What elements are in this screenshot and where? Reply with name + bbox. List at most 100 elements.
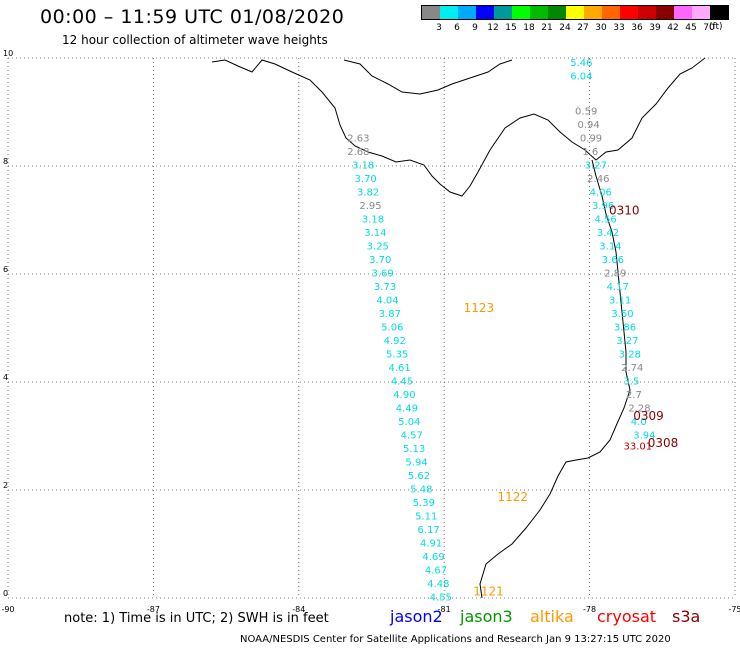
wave-height-value: 3.18 [362, 215, 384, 226]
color-swatch [458, 6, 476, 19]
lat-tick-label: 2 [3, 481, 8, 490]
wave-height-value: 5.06 [381, 323, 403, 334]
lon-tick-label: -87 [147, 605, 160, 614]
wave-height-value: 3.69 [372, 269, 394, 280]
color-swatch [692, 6, 710, 19]
wave-height-value: 2.63 [347, 134, 369, 145]
color-swatch [494, 6, 512, 19]
lon-tick-label: -75 [728, 605, 740, 614]
wave-height-value: 2.28 [628, 404, 650, 415]
wave-height-value: 3.66 [602, 255, 624, 266]
lon-tick-label: -90 [1, 605, 14, 614]
pass-label: 1122 [498, 490, 529, 504]
wave-height-value: 6.17 [418, 525, 440, 536]
color-scale-label: 15 [505, 23, 517, 33]
color-scale: 3 6 9 12 15 18 21 24 27 30 33 36 39 42 45 70 (ft) [421, 5, 729, 33]
wave-height-value: 4.92 [384, 336, 406, 347]
wave-height-value: 2.74 [621, 363, 643, 374]
lat-tick-label: 10 [3, 49, 13, 58]
wave-height-value: 4.45 [391, 377, 413, 388]
coastline [211, 57, 706, 599]
legend-jason3: jason3 [460, 607, 513, 626]
color-scale-label: 12 [487, 23, 499, 33]
wave-height-value: 4.0 [631, 417, 647, 428]
wave-height-value: 2.7 [626, 390, 642, 401]
color-swatch [512, 6, 530, 19]
wave-height-value: 3.86 [614, 323, 636, 334]
wave-height-value: 4.06 [590, 188, 612, 199]
pass-label: 0308 [648, 436, 679, 450]
wave-height-value: 0.99 [580, 134, 602, 145]
color-swatch [620, 6, 638, 19]
color-swatch [530, 6, 548, 19]
color-swatch [548, 6, 566, 19]
wave-height-value: 2.46 [587, 174, 609, 185]
wave-height-value: 3.28 [619, 350, 641, 361]
wave-height-value: 3.73 [374, 282, 396, 293]
wave-height-value: 2.95 [359, 201, 381, 212]
wave-height-tracks: 2.63 2.68 3.18 3.70 3.82 2.95 3.18 3.14 3.25 3.70… [347, 58, 655, 604]
lon-tick-label: -78 [583, 605, 596, 614]
color-swatch [476, 6, 494, 19]
wave-height-value: 4.67 [425, 566, 447, 577]
color-scale-label: 18 [523, 23, 535, 33]
wave-height-value: 4.17 [607, 282, 629, 293]
lat-tick-label: 4 [3, 373, 8, 382]
color-swatch [566, 6, 584, 19]
wave-height-value: 3.94 [633, 431, 655, 442]
wave-height-value: 2.89 [604, 269, 626, 280]
color-scale-swatches [421, 5, 729, 20]
color-scale-label: 27 [577, 23, 589, 33]
wave-height-value: 2.68 [347, 147, 369, 158]
wave-height-value: 3.11 [609, 296, 631, 307]
legend-s3a: s3a [672, 607, 701, 626]
coastline-south [479, 159, 631, 599]
wave-height-value: 4.48 [427, 579, 449, 590]
wave-height-value: 3.27 [616, 336, 638, 347]
page-title: 00:00 – 11:59 UTC 01/08/2020 [40, 6, 345, 28]
wave-height-value: 5.39 [413, 498, 435, 509]
color-swatch [710, 6, 728, 19]
color-swatch [422, 6, 440, 19]
color-scale-label: 21 [541, 23, 553, 33]
footer-note: note: 1) Time is in UTC; 2) SWH is in fe… [64, 611, 329, 626]
color-swatch [674, 6, 692, 19]
coastline-caribbean [343, 59, 513, 95]
pass-labels: 1123 1122 1121 0310 0309 0308 [464, 204, 679, 599]
color-swatch [440, 6, 458, 19]
wave-height-value: 3.82 [357, 188, 379, 199]
wave-height-value: 6.04 [570, 72, 592, 83]
wave-height-value: 4.91 [420, 539, 442, 550]
wave-height-value: 3.42 [597, 228, 619, 239]
color-scale-label: 9 [472, 23, 478, 33]
color-scale-labels: 3 6 9 12 15 18 21 24 27 30 33 36 39 42 45 70 [421, 23, 729, 33]
wave-height-value: 5.35 [386, 350, 408, 361]
wave-height-value: 3.96 [592, 201, 614, 212]
color-swatch [584, 6, 602, 19]
wave-height-value: 4.04 [376, 296, 398, 307]
color-scale-label: 45 [685, 23, 697, 33]
legend-altika: altika [530, 607, 574, 626]
credit-line: NOAA/NESDIS Center for Satellite Applica… [240, 634, 671, 645]
lat-tick-label: 6 [3, 265, 8, 274]
wave-height-value: 4.61 [388, 363, 410, 374]
color-scale-label: 30 [595, 23, 607, 33]
wave-height-value: 0.59 [575, 107, 597, 118]
legend-cryosat: cryosat [597, 607, 657, 626]
wave-height-value: 3.27 [585, 161, 607, 172]
color-scale-label: 39 [649, 23, 661, 33]
color-scale-label: 3 [436, 23, 442, 33]
coastline-north [211, 57, 706, 197]
lon-tick-label: -81 [438, 605, 451, 614]
pass-label: 0309 [633, 409, 664, 423]
wave-height-value: 3.25 [367, 242, 389, 253]
wave-height-value: 33.01 [624, 442, 653, 453]
wave-height-value: 3.50 [611, 309, 633, 320]
wave-height-value: 5.04 [398, 417, 420, 428]
color-scale-label: 24 [559, 23, 571, 33]
lat-tick-label: 0 [3, 589, 8, 598]
wave-height-value: 4.69 [422, 552, 444, 563]
map-tick-labels: -90 -87 -84 -81 -78 -75 0 2 4 6 8 10 [1, 49, 740, 614]
lat-tick-label: 8 [3, 157, 8, 166]
